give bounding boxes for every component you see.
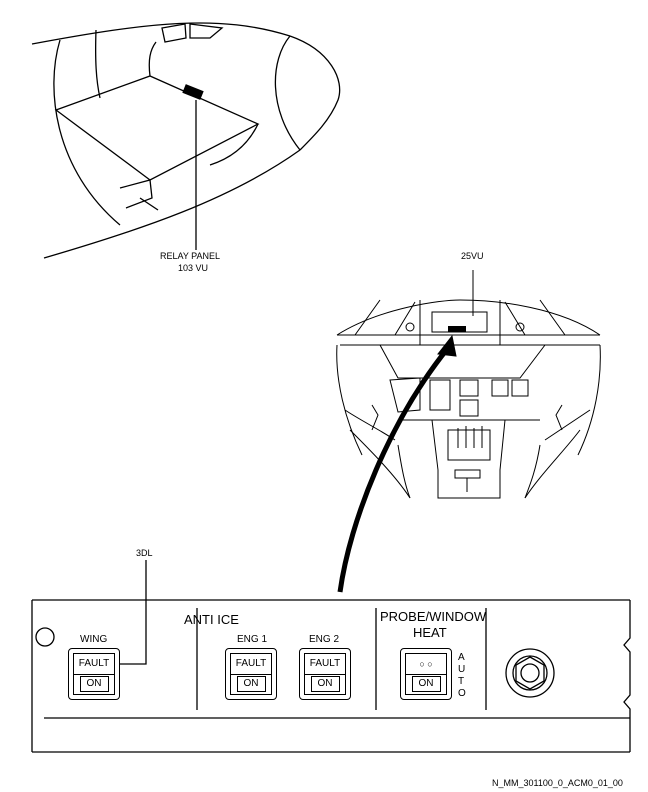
eng1-pushbutton[interactable]: FAULT ON	[225, 648, 277, 700]
eng2-label: ENG 2	[309, 634, 340, 645]
wing-on-legend: ON	[79, 676, 109, 692]
panel-outline	[31, 560, 631, 753]
cockpit-view	[336, 270, 601, 499]
relay-panel-callout: RELAY PANEL	[160, 251, 221, 261]
eng1-fault-legend: FAULT	[231, 654, 271, 675]
probe-window-title: PROBE/WINDOW	[380, 609, 487, 624]
auto-label: AUTO	[458, 652, 466, 699]
probe-heat-on-legend: ON	[411, 676, 441, 692]
eng2-on-legend: ON	[310, 676, 340, 692]
aircraft-nose	[31, 22, 341, 259]
probe-heat-pushbutton[interactable]: ○ ○ ON	[400, 648, 452, 700]
item-3dl-callout: 3DL	[136, 548, 153, 558]
panel-25vu-callout: 25VU	[461, 251, 484, 261]
probe-heat-lights: ○ ○	[406, 654, 446, 675]
anti-ice-title: ANTI ICE	[184, 612, 239, 627]
wing-label: WING	[80, 634, 108, 645]
eng1-on-legend: ON	[236, 676, 266, 692]
heat-title: HEAT	[413, 625, 447, 640]
relay-panel-number: 103 VU	[178, 263, 209, 273]
eng2-fault-legend: FAULT	[305, 654, 345, 675]
wing-fault-legend: FAULT	[74, 654, 114, 675]
eng1-label: ENG 1	[237, 634, 268, 645]
location-arrow	[337, 346, 450, 593]
connector-knob	[505, 648, 555, 698]
wing-pushbutton[interactable]: FAULT ON	[68, 648, 120, 700]
figure-reference-code: N_MM_301100_0_ACM0_01_00	[492, 778, 623, 788]
eng2-pushbutton[interactable]: FAULT ON	[299, 648, 351, 700]
